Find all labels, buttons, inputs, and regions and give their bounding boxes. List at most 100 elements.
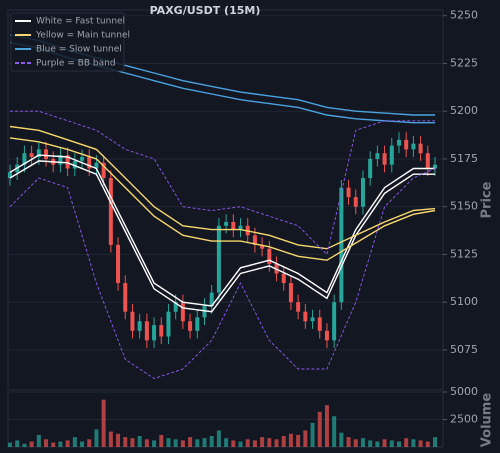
y-tick-label: 5250 <box>450 9 478 22</box>
overlay-line <box>10 110 435 256</box>
candle-body <box>231 221 236 230</box>
candle-body <box>101 162 106 179</box>
price-panel <box>7 9 444 391</box>
candle-body <box>382 153 387 165</box>
volume-bar <box>159 434 164 447</box>
candle-body <box>166 311 171 337</box>
y2-tick-label: 5000 <box>450 385 478 398</box>
y2-axis-label: Volume <box>480 393 495 448</box>
candle-body <box>72 160 77 169</box>
volume-bar <box>310 422 315 447</box>
candle-body <box>116 244 121 284</box>
volume-bar <box>339 432 344 447</box>
volume-bar <box>238 441 243 447</box>
candle-body <box>108 178 113 245</box>
volume-bar <box>8 442 12 447</box>
volume-bar <box>324 405 329 447</box>
volume-bar <box>202 438 207 447</box>
candle-body <box>252 235 257 245</box>
candle-body <box>288 283 293 303</box>
candle-body <box>310 317 315 322</box>
volume-bar <box>188 437 193 447</box>
volume-bar <box>368 440 373 447</box>
volume-bar <box>152 440 157 447</box>
y-tick-label: 5100 <box>450 295 478 308</box>
candle-body <box>188 321 193 331</box>
candle-body <box>180 302 185 322</box>
candle-body <box>339 187 344 303</box>
volume-bar <box>252 440 257 447</box>
candle-body <box>22 153 27 165</box>
volume-bar <box>224 438 229 447</box>
volume-bar <box>396 441 401 447</box>
candle-body <box>159 325 164 337</box>
volume-bar <box>375 441 380 447</box>
volume-bar <box>433 437 437 447</box>
candle-body <box>396 139 401 146</box>
candle-body <box>411 143 416 150</box>
candle-body <box>144 321 149 341</box>
volume-bar <box>44 439 49 447</box>
volume-bar <box>389 440 394 447</box>
volume-bar <box>166 438 171 447</box>
volume-bar <box>173 439 178 447</box>
candle-body <box>65 155 70 169</box>
candle-body <box>87 157 92 169</box>
candle-body <box>368 158 373 179</box>
volume-bar <box>94 429 99 447</box>
candle-body <box>216 225 221 293</box>
volume-bar <box>288 433 293 447</box>
candle-body <box>44 149 49 159</box>
candle-body <box>137 321 142 331</box>
candle-body <box>433 164 437 169</box>
candle-body <box>303 311 308 322</box>
candle-body <box>123 283 128 312</box>
volume-bar <box>15 440 20 447</box>
y-tick-label: 5200 <box>450 104 478 117</box>
candle-body <box>173 302 178 312</box>
volume-bar <box>418 440 423 447</box>
volume-bar <box>360 438 365 447</box>
volume-bar <box>58 441 63 447</box>
y-tick-label: 5225 <box>450 56 478 69</box>
volume-bar <box>36 434 41 447</box>
candle-body <box>281 273 286 284</box>
candle-body <box>238 225 243 230</box>
candle-body <box>195 317 200 331</box>
volume-bar <box>51 442 56 447</box>
volume-bar <box>209 436 214 447</box>
overlay-line <box>9 168 436 379</box>
volume-bar <box>80 441 85 447</box>
volume-bar <box>404 438 409 447</box>
volume-bar <box>130 438 135 447</box>
volume-bar <box>216 430 221 447</box>
y2-tick-label: 2500 <box>450 413 478 426</box>
candle-body <box>324 330 329 341</box>
volume-bar <box>195 439 200 447</box>
volume-bar <box>180 440 185 447</box>
candle-body <box>317 317 322 331</box>
overlay-line <box>9 137 436 261</box>
volume-bar <box>245 439 250 447</box>
overlay-line <box>9 125 436 250</box>
legend-label: Blue = Slow tunnel <box>36 45 122 55</box>
candle-body <box>375 153 380 159</box>
volume-bar <box>281 436 286 447</box>
overlay-line <box>9 160 435 313</box>
volume-bar <box>72 437 77 447</box>
volume-bar <box>22 443 27 447</box>
volume-bar <box>137 436 142 447</box>
candle-body <box>389 145 394 165</box>
candle-body <box>29 153 34 158</box>
y-tick-label: 5175 <box>450 152 478 165</box>
volume-bar <box>108 431 113 447</box>
candle-body <box>404 139 409 150</box>
overlay-line <box>9 154 435 307</box>
volume-bar <box>346 437 351 447</box>
volume-bar <box>231 440 236 447</box>
candle-body <box>346 187 351 198</box>
volume-bar <box>144 439 149 447</box>
volume-bar <box>87 439 92 447</box>
volume-bar <box>274 439 279 447</box>
